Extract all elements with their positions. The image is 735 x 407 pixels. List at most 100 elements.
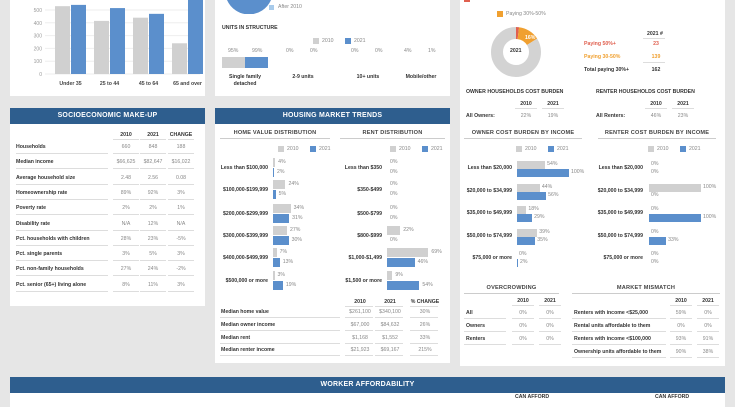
legend-label: 2021 <box>319 145 331 152</box>
legend-label: 2021 <box>557 145 569 152</box>
bar-2021 <box>649 214 701 222</box>
distribution-label: $300,000-$399,999 <box>222 232 268 239</box>
row-label: All <box>466 310 473 316</box>
divider <box>168 244 194 246</box>
divider <box>220 342 340 344</box>
row-value: 215% <box>418 347 432 354</box>
bar-2010 <box>55 6 70 74</box>
income-label: $75,000 or more <box>603 255 643 261</box>
value-2010: 0% <box>651 206 659 212</box>
housing-market-header: HOUSING MARKET TRENDS <box>215 108 450 124</box>
value-2010: 22% <box>520 113 532 119</box>
divider <box>16 153 108 154</box>
col-header: 2010 <box>675 298 687 304</box>
row-value: N/A <box>121 220 131 227</box>
value-2021: 2% <box>277 169 285 175</box>
divider <box>140 139 166 140</box>
col-header: % CHANGE <box>410 299 440 305</box>
divider <box>16 290 108 292</box>
value-2021: 0% <box>390 191 398 197</box>
divider <box>697 318 719 319</box>
value-2021: 35% <box>537 236 548 243</box>
donut-slice <box>491 27 541 77</box>
value-2021: 0% <box>651 191 659 198</box>
bar-2021 <box>188 0 203 75</box>
legend-label: After 2010 <box>278 3 302 10</box>
legend-label: 2010 <box>525 145 537 152</box>
row-value: 2% <box>122 205 130 212</box>
col-header: 2021 <box>677 101 689 107</box>
burden-row-value: 139 <box>651 54 661 61</box>
unit-type-label: 10+ units <box>356 74 380 80</box>
value-2010: 46% <box>650 113 662 119</box>
value-2021: 0% <box>390 169 398 175</box>
value-2010: 0% <box>390 159 398 165</box>
row-value: 848 <box>148 144 158 150</box>
divider <box>464 318 506 319</box>
row-value: 2.56 <box>147 174 159 181</box>
row-value: 24% <box>147 266 159 273</box>
legend-label: 2021 <box>431 145 443 152</box>
bar-2021 <box>273 214 290 223</box>
row-label: Median income <box>16 159 54 166</box>
legend-swatch-paying-50 <box>464 0 470 2</box>
col-header: 2021 <box>544 298 556 304</box>
row-label: Poverty rate <box>16 205 46 212</box>
divider <box>515 108 537 109</box>
tenure-pie-fragment <box>227 0 271 14</box>
divider <box>410 329 438 331</box>
divider <box>672 108 694 109</box>
bar-2021 <box>387 258 415 267</box>
overcrowding-title: OVERCROWDING <box>464 284 559 294</box>
legend-swatch-2021 <box>548 146 554 152</box>
value-2021: 29% <box>534 214 545 220</box>
bar-2021 <box>517 191 547 200</box>
divider <box>410 306 438 307</box>
divider <box>410 355 438 357</box>
value-2010: 100% <box>703 183 717 190</box>
value-2010: 24% <box>288 181 299 187</box>
row-label: Renters with income <$25,000 <box>574 310 648 316</box>
divider <box>168 168 194 170</box>
value-2010: 0% <box>651 161 659 167</box>
row-value: $340,100 <box>379 309 401 315</box>
divider <box>572 344 666 345</box>
col-header: CHANGE <box>169 132 193 138</box>
all-label: All Renters: <box>596 113 626 119</box>
row-value: $1,552 <box>382 334 398 341</box>
divider <box>572 331 666 332</box>
value-2021: 1% <box>428 48 436 54</box>
divider <box>168 214 194 216</box>
bar-2010 <box>387 248 429 257</box>
divider <box>16 198 108 200</box>
all-label: All Owners: <box>466 113 495 119</box>
row-value: 92% <box>147 189 159 196</box>
row-value: 3% <box>177 281 185 288</box>
divider <box>670 305 692 306</box>
distribution-label: $200,000-$299,999 <box>222 210 268 217</box>
row-value: 0.08 <box>175 174 187 181</box>
row-value: 0% <box>519 336 527 342</box>
unit-type-label: 2-9 units <box>292 74 314 80</box>
divider <box>168 153 194 154</box>
row-value: 27% <box>120 266 132 273</box>
divider <box>697 331 719 332</box>
row-value: $82,647 <box>143 159 163 166</box>
donut-pct-label: 16% <box>525 35 536 41</box>
row-value: 0% <box>546 310 554 316</box>
divider <box>113 198 139 200</box>
row-value: 0% <box>704 323 712 329</box>
divider <box>16 214 108 216</box>
col-header: 2010 <box>650 101 662 107</box>
col-header: 2010 <box>517 298 529 304</box>
legend-swatch-2010 <box>278 146 284 152</box>
distribution-label: Less than $350 <box>344 164 382 171</box>
value-2021: 54% <box>422 282 433 288</box>
row-value: 0% <box>704 310 712 316</box>
row-value: 188 <box>176 144 186 150</box>
bar-2010 <box>222 57 245 68</box>
divider <box>140 153 166 154</box>
legend-label: 2010 <box>287 145 299 152</box>
value-2021: 0% <box>390 237 398 243</box>
col-header: 2021 <box>547 101 559 107</box>
